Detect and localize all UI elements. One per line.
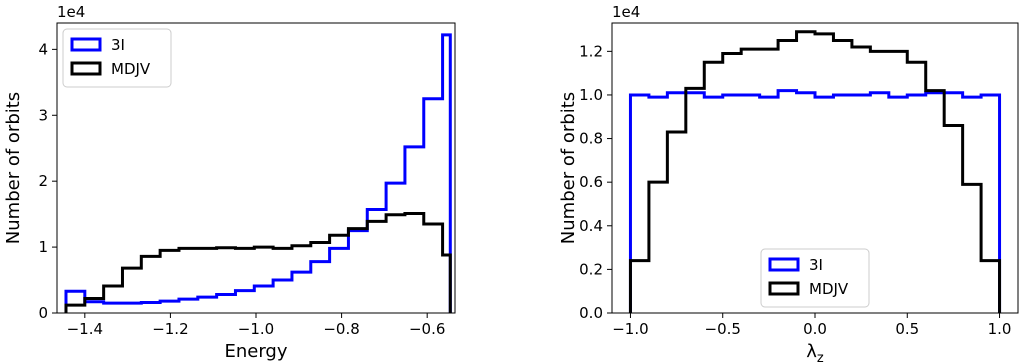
legend-swatch-3i <box>70 37 102 52</box>
histogram-mdjv-series <box>628 30 1002 313</box>
y-axis-label: Number of orbits <box>3 92 24 244</box>
x-axis-label: λz <box>806 341 824 362</box>
y-tick-label: 0 <box>38 304 48 322</box>
y-tick-label: 0.2 <box>579 260 603 278</box>
y-tick-label: 0.0 <box>579 304 603 322</box>
histogram-3i-series <box>64 33 452 313</box>
y-tick-label: 1 <box>38 238 48 256</box>
legend-swatch-3i <box>768 257 800 272</box>
y-tick-label: 0.4 <box>579 217 603 235</box>
x-tick-label: −0.6 <box>409 320 445 338</box>
y-tick-label: 2 <box>38 172 48 190</box>
histogram-3i-series <box>628 89 1002 313</box>
legend: 3I MDJV <box>62 28 172 88</box>
x-tick-label: −0.8 <box>323 320 359 338</box>
legend-label-mdjv: MDJV <box>111 60 151 78</box>
x-tick-label: 0.5 <box>895 320 919 338</box>
y-axis-label: Number of orbits <box>558 92 579 244</box>
x-tick-label: −1.0 <box>612 320 648 338</box>
y-tick-label: 4 <box>38 40 48 58</box>
y-tick-label: 3 <box>38 106 48 124</box>
legend: 3I MDJV <box>760 248 870 308</box>
chart-panel-1: −1.4 −1.2 −1.0 −0.8 −0.6 0 1 2 3 4 1e4 Energy Number… <box>3 3 456 362</box>
y-offset-label: 1e4 <box>57 3 85 21</box>
legend-label-3i: 3I <box>809 256 823 274</box>
y-tick-label: 0.8 <box>579 130 603 148</box>
x-tick-label: 0.0 <box>803 320 827 338</box>
x-tick-label: 1.0 <box>988 320 1012 338</box>
x-tick-label: −1.2 <box>152 320 188 338</box>
histogram-mdjv-series <box>64 211 452 313</box>
chart-panel-2: −1.0 −0.5 0.0 0.5 1.0 0.0 0.2 0.4 0.6 0.8 1.0 1.2 1e… <box>558 3 1019 362</box>
y-offset-label: 1e4 <box>612 3 640 21</box>
x-tick-label: −0.5 <box>705 320 741 338</box>
x-tick-label: −1.0 <box>238 320 274 338</box>
y-tick-label: 1.2 <box>579 42 603 60</box>
x-tick-label: −1.4 <box>67 320 103 338</box>
legend-label-mdjv: MDJV <box>809 280 849 298</box>
legend-swatch-mdjv <box>768 281 800 296</box>
legend-swatch-mdjv <box>70 61 102 76</box>
x-axis-label: Energy <box>224 341 287 362</box>
legend-label-3i: 3I <box>111 36 125 54</box>
y-tick-label: 1.0 <box>579 86 603 104</box>
y-tick-label: 0.6 <box>579 173 603 191</box>
